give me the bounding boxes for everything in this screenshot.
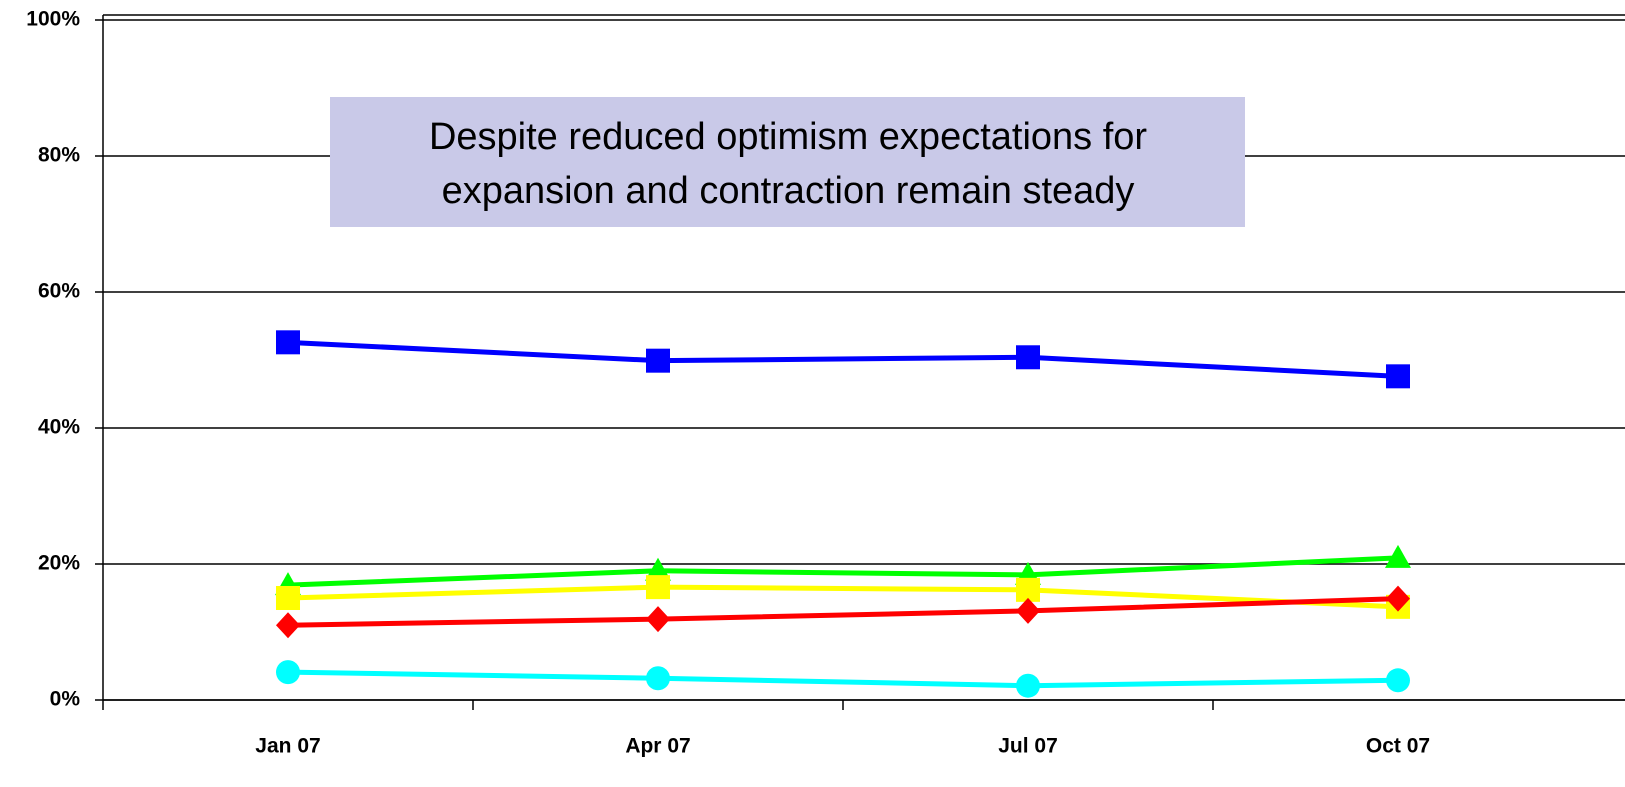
marker: [1385, 544, 1411, 568]
marker: [1016, 577, 1040, 602]
series-line: [287, 555, 1399, 588]
x-tick-label: Jul 07: [998, 735, 1058, 758]
marker: [1386, 585, 1410, 612]
marker: [646, 348, 670, 373]
x-tick-label: Apr 07: [625, 735, 690, 758]
annotation: Despite reduced optimism expectations fo…: [429, 116, 1147, 158]
marker: [1016, 597, 1040, 624]
series-line: [287, 669, 1399, 689]
marker: [276, 330, 300, 355]
x-tick-label: Oct 07: [1366, 735, 1430, 758]
marker: [1016, 673, 1040, 698]
marker: [1386, 668, 1410, 693]
y-tick-label: 100%: [26, 8, 80, 31]
y-tick-label: 40%: [38, 416, 80, 439]
y-tick-label: 60%: [38, 280, 80, 303]
annotation-box: [330, 97, 1245, 227]
marker: [646, 606, 670, 633]
marker: [646, 575, 670, 600]
y-tick-label: 80%: [38, 144, 80, 167]
marker: [645, 557, 671, 581]
marker: [276, 612, 300, 639]
annotation: expansion and contraction remain steady: [442, 170, 1135, 212]
series-line: [287, 584, 1399, 610]
marker: [1016, 345, 1040, 370]
marker: [276, 586, 300, 610]
y-tick-label: 0%: [50, 688, 81, 711]
series-line: [287, 596, 1399, 628]
y-tick-label: 20%: [38, 552, 80, 575]
x-tick-label: Jan 07: [255, 735, 320, 758]
marker: [1386, 364, 1410, 389]
marker: [276, 660, 300, 685]
marker: [646, 666, 670, 691]
series-line: [287, 339, 1399, 379]
